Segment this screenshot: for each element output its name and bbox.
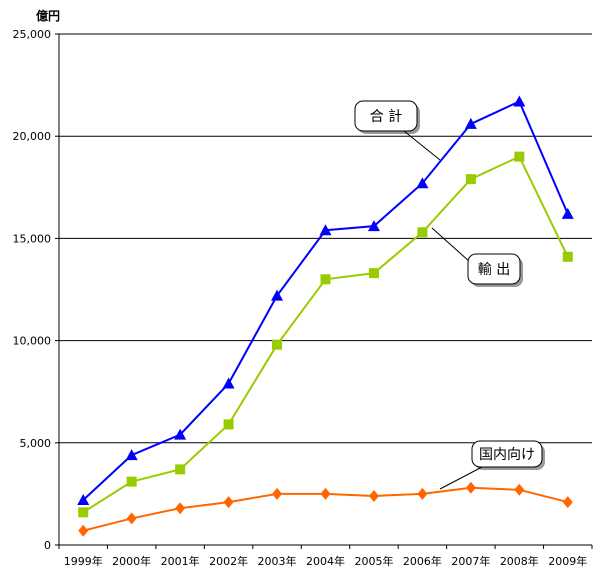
- data-point: [416, 177, 429, 189]
- data-point: [174, 428, 187, 440]
- y-tick-label: 15,000: [13, 232, 52, 245]
- tick-labels: 0 5,000 10,000 15,000 20,000 25,000 1999年 2000年…: [13, 28, 588, 568]
- data-point: [125, 449, 138, 461]
- data-point: [464, 117, 477, 129]
- x-tick-label: 2007年: [451, 554, 490, 568]
- data-point: [465, 481, 476, 494]
- x-tick-label: 2000年: [112, 554, 151, 568]
- data-point: [465, 174, 476, 185]
- data-point: [126, 476, 137, 487]
- data-point: [223, 419, 234, 430]
- x-tick-label: 2001年: [161, 554, 200, 568]
- data-point: [417, 487, 428, 500]
- data-point: [417, 227, 428, 238]
- data-point: [368, 268, 379, 279]
- x-tick-label: 2005年: [354, 554, 393, 568]
- data-point: [514, 483, 525, 496]
- y-tick-label: 5,000: [20, 437, 52, 450]
- data-point: [272, 487, 283, 500]
- data-point: [514, 151, 525, 162]
- data-point: [561, 207, 574, 219]
- data-point: [77, 494, 90, 506]
- data-point: [513, 95, 526, 107]
- data-point: [175, 464, 186, 475]
- data-point: [562, 251, 573, 262]
- y-tick-label: 0: [44, 539, 51, 552]
- callout-leader: [439, 466, 483, 490]
- series-2: [78, 481, 573, 537]
- series-callout: 合 計: [354, 100, 441, 161]
- x-tick-label: 2004年: [306, 554, 345, 568]
- series-1: [78, 151, 573, 518]
- data-point: [78, 507, 89, 518]
- grid-lines: [59, 33, 592, 444]
- x-tick-label: 2009年: [548, 554, 587, 568]
- data-point: [562, 496, 573, 509]
- data-point: [175, 502, 186, 515]
- data-point: [271, 289, 284, 301]
- data-point: [320, 487, 331, 500]
- x-tick-label: 2003年: [258, 554, 297, 568]
- data-point: [272, 339, 283, 350]
- x-tick-label: 1999年: [64, 554, 103, 568]
- data-point: [222, 377, 235, 389]
- y-tick-label: 20,000: [13, 130, 52, 143]
- callout-label: 合 計: [370, 109, 402, 125]
- y-unit-label: 億円: [36, 8, 60, 23]
- callout-label: 輸 出: [478, 262, 510, 278]
- series-group: [77, 95, 574, 537]
- axes: [55, 33, 593, 549]
- callout-box: [354, 100, 418, 132]
- x-tick-label: 2006年: [403, 554, 442, 568]
- data-point: [126, 512, 137, 525]
- data-point: [319, 224, 332, 236]
- x-tick-label: 2008年: [500, 554, 539, 568]
- callout-leader: [431, 227, 471, 263]
- y-tick-label: 10,000: [13, 335, 52, 348]
- callout-label: 国内向け: [479, 447, 535, 463]
- data-point: [368, 489, 379, 502]
- data-point: [320, 274, 331, 285]
- data-point: [78, 524, 89, 537]
- x-tick-label: 2002年: [209, 554, 248, 568]
- series-line: [82, 100, 569, 501]
- data-point: [223, 496, 234, 509]
- series-callout: 輸 出: [431, 227, 523, 287]
- y-tick-label: 25,000: [13, 28, 52, 41]
- callout-box: [467, 253, 521, 285]
- callout-box: [471, 440, 543, 468]
- series-callout: 国内向け: [439, 440, 545, 490]
- callout-leader: [403, 130, 441, 161]
- data-point: [367, 220, 380, 232]
- series-0: [77, 95, 574, 506]
